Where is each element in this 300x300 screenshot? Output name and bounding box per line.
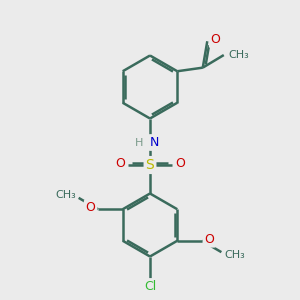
Text: O: O bbox=[204, 233, 214, 246]
Text: CH₃: CH₃ bbox=[228, 50, 249, 60]
Text: Cl: Cl bbox=[144, 280, 156, 293]
Text: H: H bbox=[134, 137, 143, 148]
Text: O: O bbox=[86, 201, 96, 214]
Text: N: N bbox=[150, 136, 159, 149]
Text: CH₃: CH₃ bbox=[224, 250, 245, 260]
Text: CH₃: CH₃ bbox=[56, 190, 76, 200]
Text: O: O bbox=[211, 33, 220, 46]
Text: O: O bbox=[115, 157, 125, 170]
Text: S: S bbox=[146, 158, 154, 172]
Text: O: O bbox=[175, 157, 185, 170]
